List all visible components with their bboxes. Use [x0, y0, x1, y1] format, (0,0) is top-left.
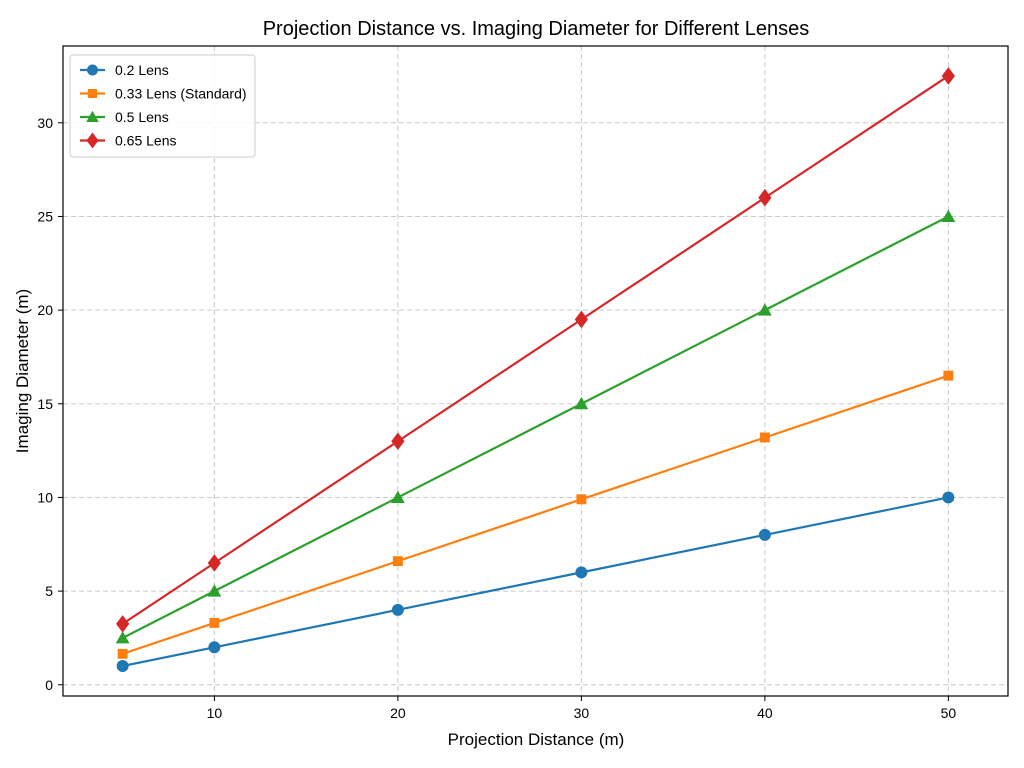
data-point: [392, 556, 403, 567]
data-point: [116, 615, 130, 633]
data-point: [942, 491, 955, 504]
series-1: [117, 370, 954, 659]
data-point: [574, 396, 589, 410]
y-tick-label: 0: [45, 677, 53, 693]
chart-title: Projection Distance vs. Imaging Diameter…: [263, 18, 810, 40]
y-axis-label: Imaging Diameter (m): [13, 289, 32, 453]
data-point: [391, 490, 405, 503]
series-2: [115, 209, 956, 644]
y-tick-label: 15: [37, 396, 53, 412]
series-line: [122, 215, 949, 639]
x-tick-label: 50: [941, 705, 957, 721]
legend-box: [69, 54, 256, 158]
data-point: [757, 303, 772, 316]
axis-ticks: 10 20 30 40 50 0 5 10 15 20 25 30: [37, 115, 956, 721]
x-tick-label: 20: [390, 705, 406, 721]
data-point: [207, 554, 221, 572]
data-point: [575, 566, 588, 579]
legend-item: 0.65 Lens: [80, 132, 177, 149]
y-tick-label: 5: [45, 583, 53, 599]
data-point: [208, 641, 221, 654]
legend-label: 0.5 Lens: [115, 109, 169, 125]
legend: 0.2 Lens 0.33 Lens (Standard) 0.5 Lens 0.65…: [69, 54, 256, 158]
y-tick-label: 10: [37, 489, 53, 505]
legend-label: 0.2 Lens: [115, 62, 169, 78]
series-line: [122, 75, 949, 625]
legend-swatch-marker: [86, 110, 99, 122]
data-point: [943, 370, 954, 381]
legend-swatch-marker: [88, 89, 97, 98]
data-point: [209, 617, 220, 628]
series-0: [116, 491, 955, 673]
data-point: [759, 432, 770, 443]
data-point: [941, 209, 956, 222]
series-3: [116, 67, 955, 633]
legend-swatch-marker: [86, 132, 99, 149]
data-point: [758, 188, 772, 207]
data-point: [115, 631, 130, 644]
legend-label: 0.33 Lens (Standard): [115, 86, 247, 102]
y-tick-label: 30: [37, 115, 53, 131]
series-line: [122, 496, 949, 668]
legend-item: 0.5 Lens: [80, 109, 169, 125]
data-point: [576, 494, 587, 505]
data-point: [117, 648, 128, 659]
x-tick-label: 10: [207, 705, 223, 721]
y-tick-label: 20: [37, 302, 53, 318]
data-point: [391, 603, 404, 616]
legend-item: 0.2 Lens: [80, 62, 169, 78]
data-point: [116, 660, 129, 673]
legend-label: 0.65 Lens: [115, 133, 177, 149]
data-point: [391, 432, 405, 451]
series-layer: [115, 67, 956, 673]
data-point: [941, 67, 955, 85]
plot-frame: [62, 45, 1009, 697]
series-line: [122, 374, 949, 655]
x-tick-label: 40: [757, 705, 773, 721]
data-point: [574, 310, 588, 329]
data-point: [207, 584, 222, 597]
data-point: [758, 528, 771, 541]
legend-item: 0.33 Lens (Standard): [80, 86, 247, 102]
x-axis-label: Projection Distance (m): [448, 730, 625, 749]
y-tick-label: 25: [37, 208, 53, 224]
legend-swatch-marker: [87, 64, 98, 76]
x-tick-label: 30: [574, 705, 590, 721]
